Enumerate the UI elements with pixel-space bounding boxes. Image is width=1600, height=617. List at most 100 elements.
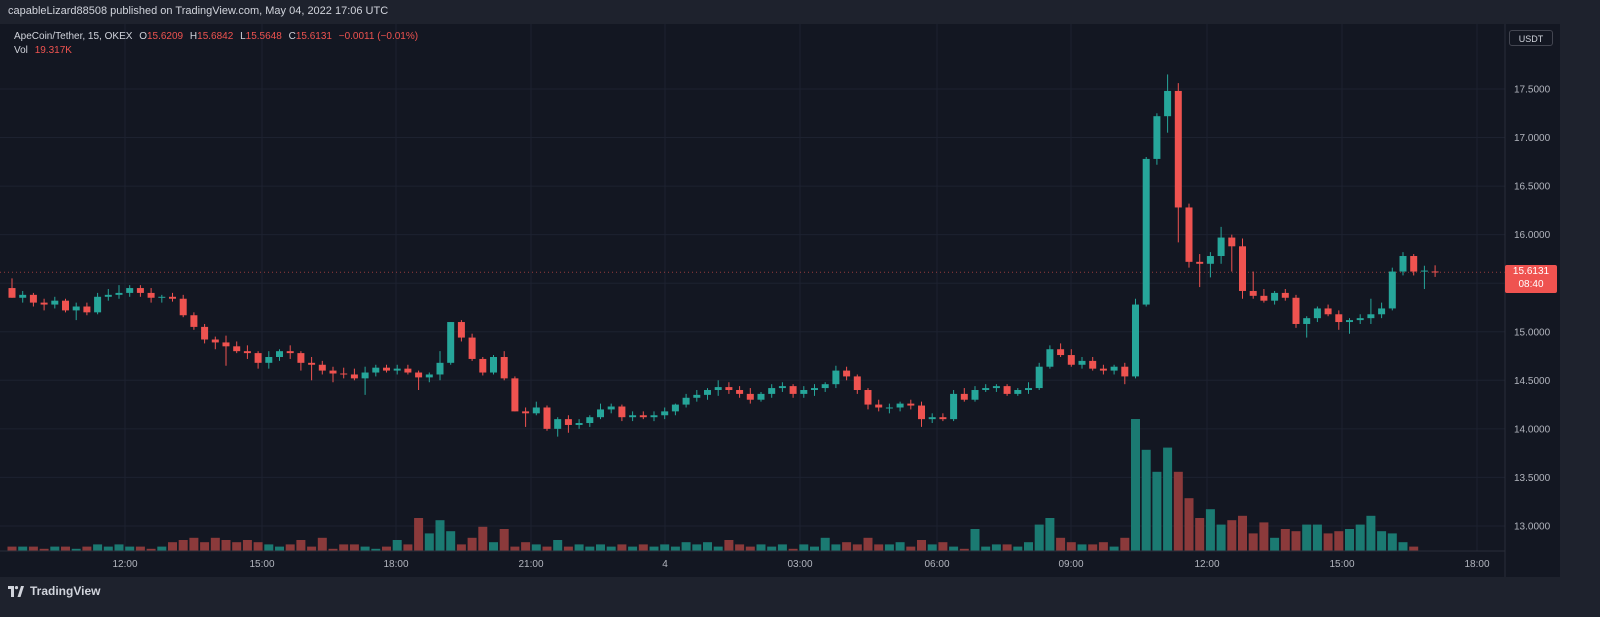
volume-bar [317, 537, 327, 551]
footer-bar [0, 577, 1600, 617]
candle-body [1356, 318, 1364, 321]
candle-body [201, 326, 209, 340]
y-tick-label: 17.0000 [1514, 133, 1551, 144]
change-value: −0.0011 (−0.01%) [338, 31, 419, 42]
volume-bar [456, 544, 466, 551]
candle-body [19, 294, 27, 298]
volume-bar [221, 540, 231, 551]
candle-body [532, 407, 540, 414]
volume-bar [831, 544, 841, 551]
volume-bar [756, 544, 766, 551]
candle-body [768, 388, 776, 394]
volume-bar [959, 548, 969, 551]
volume-bar [628, 546, 638, 551]
volume-bar [692, 544, 702, 551]
candle-body [746, 393, 754, 400]
candle-body [1206, 256, 1214, 264]
volume-bar [1088, 544, 1098, 551]
tradingview-logo[interactable]: TradingView [8, 584, 100, 598]
candle-body [1121, 366, 1129, 377]
candle-body [1003, 386, 1011, 394]
candle-body [575, 423, 583, 425]
currency-button[interactable]: USDT [1509, 30, 1553, 46]
volume-bar [1377, 531, 1387, 551]
volume-bar [1131, 419, 1140, 551]
candle-body [1046, 349, 1054, 367]
candle-body [179, 298, 187, 316]
candle-body [1313, 308, 1321, 319]
low-key: L [240, 31, 246, 42]
candle-body [136, 288, 144, 293]
volume-bar [735, 544, 745, 551]
volume-bar [1345, 529, 1354, 551]
open-value: 15.6209 [146, 31, 184, 42]
volume-bar [1270, 537, 1280, 551]
volume-bar [617, 544, 627, 551]
volume-bar [1152, 471, 1162, 551]
volume-bar [884, 544, 894, 551]
x-tick-label: 18:00 [1464, 559, 1489, 570]
x-tick-label: 03:00 [787, 559, 812, 570]
candle-body [233, 346, 241, 352]
volume-bar [135, 546, 145, 551]
candle-body [554, 419, 562, 429]
candle-body [928, 417, 936, 420]
x-axis: 12:00 15:00 18:00 21:00 4 03:00 06:00 09:00 12:0… [0, 550, 1505, 570]
candle-body [350, 374, 358, 379]
candle-body [811, 388, 818, 391]
volume-bar [103, 546, 113, 551]
volume-bar [307, 546, 317, 551]
volume-bar [724, 540, 734, 551]
volume-bar [938, 542, 948, 551]
tradingview-logo-icon [8, 585, 24, 597]
candle-body [564, 419, 572, 425]
volume-bar [382, 546, 391, 551]
volume-bar [1002, 544, 1012, 551]
grid-layer [0, 24, 1505, 551]
bar-countdown: 08:40 [1518, 279, 1544, 290]
candle-body [757, 393, 765, 400]
volume-bar [542, 546, 552, 551]
volume-bar [638, 544, 648, 551]
volume-bar [703, 542, 712, 551]
candle-body [725, 387, 733, 391]
high-key: H [189, 31, 198, 42]
price-axis-bg [1505, 24, 1560, 577]
volume-bar [489, 542, 498, 551]
volume-bar [1398, 542, 1408, 551]
volume-bar [596, 544, 605, 551]
volume-bar [210, 537, 220, 551]
symbol-label[interactable]: ApeCoin/Tether, 15, OKEX [14, 31, 133, 42]
candle-body [83, 306, 91, 313]
x-tick-label: 18:00 [383, 559, 408, 570]
candle-body [51, 300, 59, 305]
volume-bar [114, 544, 124, 551]
chart-area[interactable] [0, 24, 1560, 577]
candle-body [1078, 360, 1086, 365]
volume-bar [7, 546, 17, 551]
volume-bar [1141, 449, 1151, 551]
volume-bar [125, 546, 135, 551]
volume-bar [906, 546, 916, 551]
volume-bar [1366, 515, 1376, 551]
volume-bar [1120, 537, 1130, 551]
volume-bar [981, 546, 991, 551]
candle-body [1099, 368, 1107, 371]
volume-bar [146, 548, 156, 551]
candle-body [1239, 246, 1246, 291]
x-tick-label: 15:00 [1329, 559, 1354, 570]
y-tick-label: 16.0000 [1514, 230, 1551, 241]
candle-body [832, 370, 840, 385]
candle-body [372, 367, 380, 373]
candle-body [1014, 390, 1022, 394]
candle-body [1388, 271, 1396, 309]
candle-body [8, 288, 16, 298]
y-tick-label: 16.5000 [1514, 182, 1551, 193]
candle-body [864, 390, 872, 405]
candle-body [222, 342, 230, 347]
candle-body [800, 390, 808, 394]
volume-bar [285, 544, 295, 551]
volume-label[interactable]: Vol [14, 45, 28, 56]
candle-body [693, 394, 701, 398]
